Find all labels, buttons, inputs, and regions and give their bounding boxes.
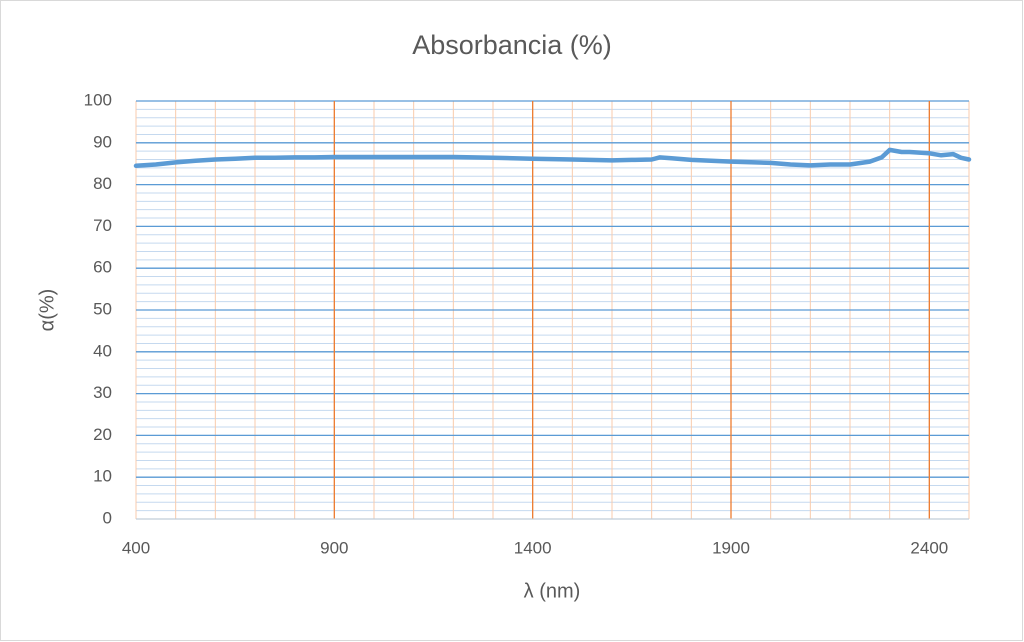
x-tick-label: 2400 [910, 538, 948, 557]
x-tick-label: 400 [122, 538, 150, 557]
y-tick-label: 40 [93, 341, 112, 360]
chart-title: Absorbancia (%) [412, 30, 612, 60]
y-tick-label: 70 [93, 216, 112, 235]
y-tick-label: 90 [93, 132, 112, 151]
y-tick-label: 60 [93, 258, 112, 277]
x-tick-label: 1900 [712, 538, 750, 557]
data-line [133, 147, 972, 169]
y-tick-label: 10 [93, 467, 112, 486]
y-axis-label: α(%) [36, 289, 58, 332]
x-axis-label: λ (nm) [524, 580, 581, 602]
y-tick-label: 100 [84, 90, 112, 109]
y-tick-label: 50 [93, 299, 112, 318]
y-tick-label: 20 [93, 425, 112, 444]
plot [133, 147, 972, 169]
y-tick-label: 0 [103, 508, 112, 527]
x-tick-label: 900 [320, 538, 348, 557]
y-tick-label: 30 [93, 383, 112, 402]
y-tick-label: 80 [93, 174, 112, 193]
x-tick-label: 1400 [514, 538, 552, 557]
grid [135, 100, 970, 520]
